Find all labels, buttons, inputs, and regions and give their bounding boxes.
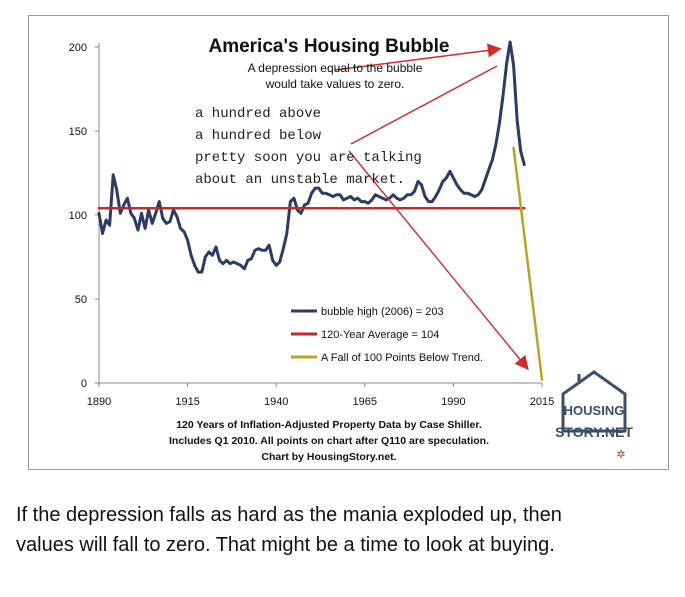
annotation-line-2: a hundred below	[195, 128, 322, 144]
chart-title: America's Housing Bubble	[208, 36, 449, 57]
y-tick-label: 200	[69, 42, 87, 54]
annotation-line-3: pretty soon you are talking	[195, 150, 422, 166]
y-tick-label: 50	[75, 294, 87, 306]
annotation-arrow-segment	[350, 65, 498, 145]
x-tick-label: 1965	[353, 396, 377, 408]
legend-label-fall: A Fall of 100 Points Below Trend.	[321, 352, 483, 364]
annotation-arrow-up	[334, 43, 502, 71]
chart-frame: 200 150 100 50 0 1890 1915 1940 1965 1990 2015 Ame…	[28, 15, 669, 470]
series-line-bubble	[97, 40, 526, 274]
footer-line-2: Includes Q1 2010. All points on chart af…	[169, 435, 489, 447]
x-tick-label: 2015	[530, 396, 554, 408]
y-tick-label: 0	[81, 378, 87, 390]
annotation-arrow-down	[348, 150, 529, 371]
chart-subtitle-line-1: A depression equal to the bubble	[248, 61, 423, 75]
x-tick-label: 1940	[264, 396, 288, 408]
annotation-line-4: about an unstable market.	[195, 172, 405, 188]
series-layer	[97, 40, 544, 381]
x-tick-label: 1915	[175, 396, 199, 408]
legend: bubble high (2006) = 203 120-Year Averag…	[291, 306, 483, 364]
legend-label-average: 120-Year Average = 104	[321, 329, 439, 341]
logo-house-outline	[561, 370, 627, 433]
logo-text-line-2: STORY.NET	[555, 424, 633, 440]
annotation-line-1: a hundred above	[195, 106, 321, 122]
housingstory-logo: HOUSING STORY.NET ✲	[555, 370, 633, 461]
caption-line-1: If the depression falls as hard as the m…	[16, 504, 562, 526]
logo-text-line-1: HOUSING	[564, 403, 625, 418]
y-tick-label: 100	[69, 210, 87, 222]
footer-line-1: 120 Years of Inflation-Adjusted Property…	[176, 419, 482, 431]
caption: If the depression falls as hard as the m…	[16, 500, 676, 560]
logo-flower-icon: ✲	[616, 448, 625, 461]
y-tick-label: 150	[69, 126, 87, 138]
chart-subtitle-line-2: would take values to zero.	[265, 77, 405, 91]
series-line-fall	[512, 146, 544, 381]
footer-line-3: Chart by HousingStory.net.	[261, 451, 396, 463]
x-tick-label: 1990	[441, 396, 465, 408]
x-tick-label: 1890	[87, 396, 111, 408]
caption-line-2: values will fall to zero. That might be …	[16, 534, 555, 556]
legend-label-bubble: bubble high (2006) = 203	[321, 306, 444, 318]
